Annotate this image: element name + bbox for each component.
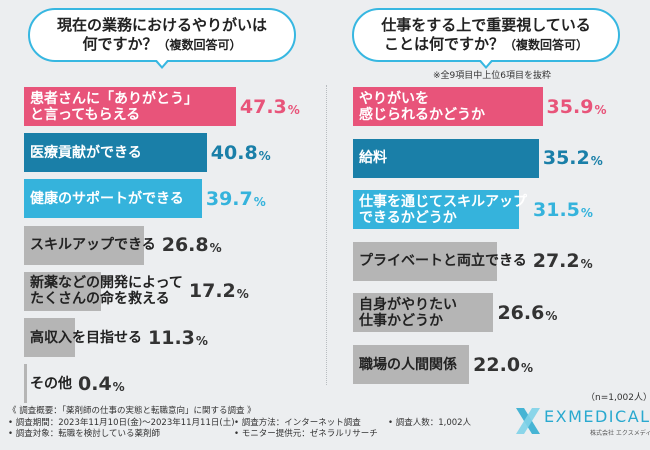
exmedical-logo: EXMEDICAL 株式会社 エクスメディカル bbox=[514, 404, 650, 444]
bar-label-5: 高収入を目指せる bbox=[30, 329, 142, 346]
footer-overview: 《 調査概要：「薬剤師の仕事の実態と転職意向」に関する調査 》 bbox=[8, 406, 256, 416]
bar-value-5: 11.3% bbox=[148, 326, 208, 349]
bar-value-3: 27.2% bbox=[532, 250, 593, 273]
bar-label-2: 健康のサポートができる bbox=[30, 190, 184, 207]
bar-6 bbox=[24, 364, 27, 404]
bar-0 bbox=[353, 87, 543, 126]
bar-label-1: 給料 bbox=[359, 150, 387, 167]
bar-value-4: 17.2% bbox=[188, 280, 249, 303]
bar-5 bbox=[353, 345, 470, 384]
bar-value-5: 22.0% bbox=[473, 353, 534, 376]
logo-wordmark: EXMEDICAL bbox=[544, 407, 650, 426]
bar-3 bbox=[24, 225, 145, 265]
bar-value-0: 47.3% bbox=[239, 95, 300, 118]
bar-label-6: その他 bbox=[30, 375, 72, 392]
bar-label-5: 職場の人間関係 bbox=[359, 356, 457, 373]
bar-3 bbox=[353, 241, 497, 281]
bar-label-2: 仕事を通じてスキルアップ できるかどうか bbox=[359, 193, 527, 226]
bar-4 bbox=[353, 293, 494, 333]
bar-1 bbox=[24, 133, 207, 173]
bar-label-3: プライベートと両立できる bbox=[359, 253, 527, 270]
right-title: 仕事をする上で重要視している ことは何ですか？（複数回答可） bbox=[352, 8, 620, 69]
left-title-line2: 何ですか？ bbox=[82, 34, 158, 53]
bar-value-1: 35.2% bbox=[542, 147, 603, 170]
right-title-line1: 仕事をする上で重要視している bbox=[381, 15, 591, 34]
left-title: 現在の業務におけるやりがいは 何ですか？（複数回答可） bbox=[28, 8, 296, 69]
right-title-line2: ことは何ですか？ bbox=[383, 34, 504, 53]
panel-divider bbox=[326, 85, 327, 385]
bar-label-1: 医療貢献ができる bbox=[30, 144, 142, 161]
bar-value-1: 40.8% bbox=[210, 141, 271, 164]
footer-count: • 調査人数：1,002人 bbox=[388, 417, 472, 428]
bar-label-3: スキルアップできる bbox=[30, 237, 156, 254]
footer-period: • 調査期間：2023年11月10日(金)～2023年11月11日(土) bbox=[8, 417, 235, 428]
bar-value-0: 35.9% bbox=[546, 95, 607, 118]
logo-company: 株式会社 エクスメディカル bbox=[590, 430, 650, 437]
footer-monitor: • モニター提供元：ゼネラルリサーチ bbox=[234, 429, 378, 439]
survey-footer: 《 調査概要：「薬剤師の仕事の実態と転職意向」に関する調査 》 • 調査期間：2… bbox=[8, 406, 471, 441]
bar-5 bbox=[24, 318, 75, 357]
bar-4 bbox=[24, 271, 102, 311]
bar-2 bbox=[353, 190, 520, 230]
left-title-line1: 現在の業務におけるやりがいは bbox=[56, 15, 267, 34]
bar-value-2: 31.5% bbox=[533, 198, 593, 221]
left-title-suffix: （複数回答可） bbox=[157, 37, 242, 52]
sample-size: （n=1,002人） bbox=[586, 393, 650, 403]
bar-2 bbox=[24, 179, 202, 219]
logo-x-icon bbox=[516, 408, 540, 434]
bar-label-0: 患者さんに「ありがとう」 と言ってもらえる bbox=[30, 90, 198, 123]
right-title-suffix: （複数回答可） bbox=[504, 37, 589, 52]
bar-value-3: 26.8% bbox=[161, 234, 222, 257]
bar-label-0: やりがいを 感じられるかどうか bbox=[359, 90, 485, 123]
bar-value-6: 0.4% bbox=[78, 372, 125, 395]
bar-1 bbox=[353, 138, 539, 178]
bar-label-4: 自身がやりたい 仕事かどうか bbox=[359, 296, 457, 329]
bar-0 bbox=[24, 87, 236, 126]
bar-value-4: 26.6% bbox=[497, 301, 558, 324]
note-text: ※全9項目中上位6項目を抜粋 bbox=[433, 71, 551, 81]
bar-label-4: 新薬などの開発によって たくさんの命を救える bbox=[30, 275, 183, 308]
bar-value-2: 39.7% bbox=[205, 187, 266, 210]
footer-method: • 調査方法：インターネット調査 bbox=[234, 417, 361, 428]
footer-target: • 調査対象：転職を検討している薬剤師 bbox=[8, 429, 160, 439]
